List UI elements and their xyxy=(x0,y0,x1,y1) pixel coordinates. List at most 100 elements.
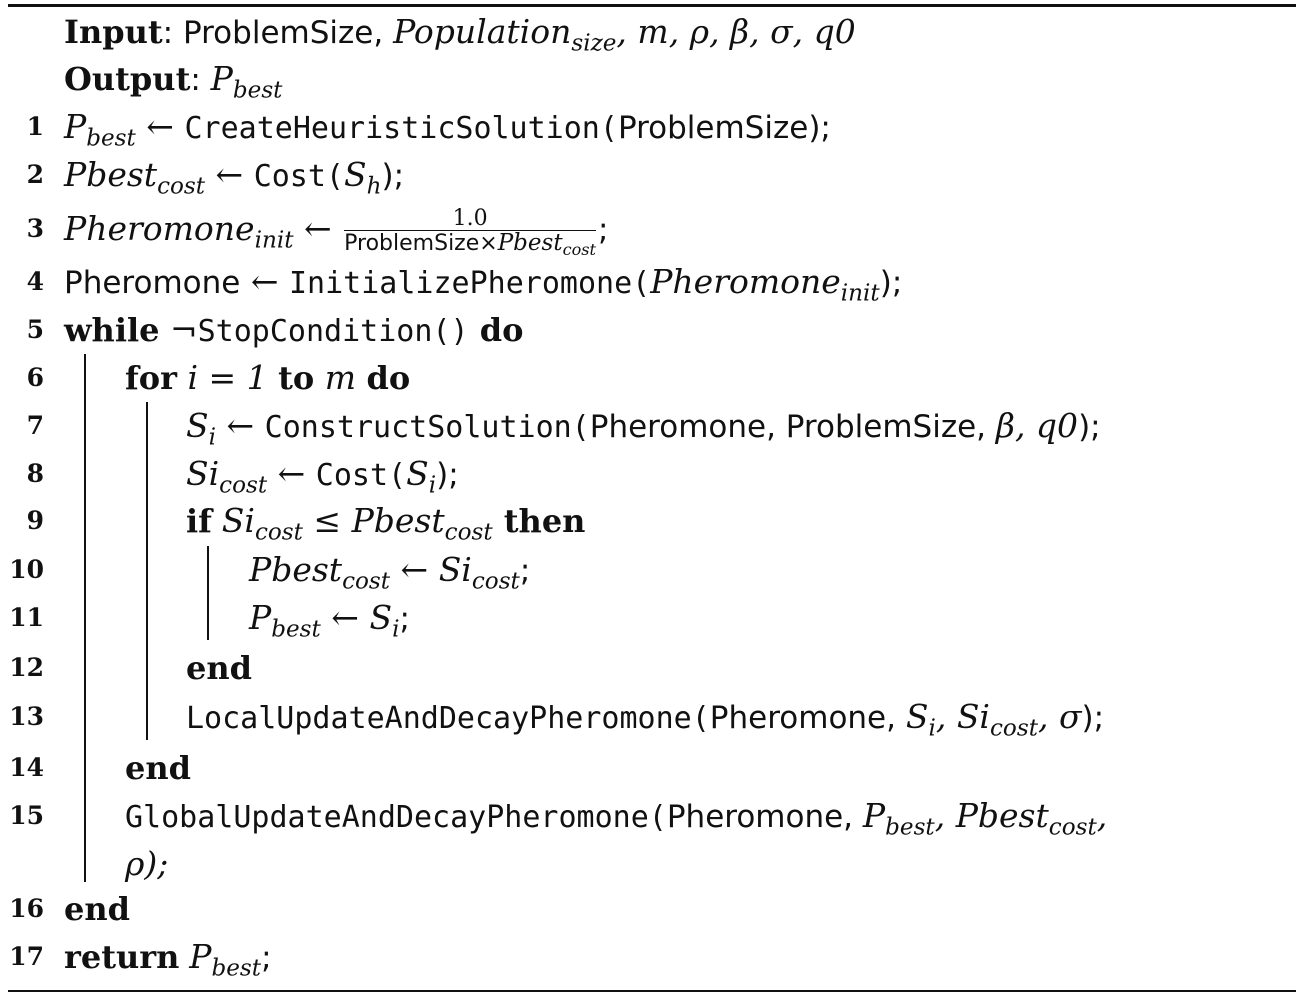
input-problem: ProblemSize, xyxy=(182,15,384,51)
keyword-do: do xyxy=(468,311,524,349)
statement-end: ; xyxy=(519,553,531,589)
argument-params: , σ xyxy=(1037,697,1082,736)
assign-arrow: ← xyxy=(135,107,185,146)
argument-params: β, q0 xyxy=(995,406,1079,445)
function-name: Cost( xyxy=(253,159,344,194)
statement-end: ; xyxy=(261,940,272,976)
function-name: LocalUpdateAndDecayPheromone( xyxy=(186,701,710,736)
assign-arrow: ← xyxy=(240,262,289,301)
statement-end: ); xyxy=(879,265,903,301)
keyword-end: end xyxy=(186,649,252,687)
input-label: Input xyxy=(64,13,163,51)
statement-end: ; xyxy=(399,601,410,637)
line-number: 17 xyxy=(9,942,44,971)
keyword-then: then xyxy=(492,502,586,540)
var: Pbest xyxy=(862,796,935,841)
var: Sicost xyxy=(186,454,268,499)
fraction-denominator: ProblemSize×Pbestcost xyxy=(344,230,596,260)
var: Pbest xyxy=(189,937,262,982)
keyword-end: end xyxy=(125,749,191,787)
input-params: , m, ρ, β, σ, q0 xyxy=(616,12,856,51)
assign-arrow: ← xyxy=(216,406,265,445)
keyword-while: while xyxy=(64,311,160,349)
fraction-numerator: 1.0 xyxy=(344,207,596,232)
argument: Pheromone, xyxy=(709,700,906,736)
loop-range: i = 1 xyxy=(176,358,279,397)
function-name: CreateHeuristicSolution( xyxy=(184,111,618,146)
keyword-return: return xyxy=(64,938,180,976)
line-number: 7 xyxy=(26,411,44,440)
output-colon: : xyxy=(190,62,201,98)
input-colon: : xyxy=(162,15,174,51)
line-number: 12 xyxy=(9,653,44,682)
argument: Pheromone, xyxy=(666,799,863,835)
function-name: StopCondition() xyxy=(197,314,469,349)
var: Sicost xyxy=(438,550,520,595)
var: Sicost xyxy=(956,697,1038,742)
var: Pheromone xyxy=(64,265,241,301)
line-number: 15 xyxy=(9,801,44,830)
comparison-op: ≤ xyxy=(302,501,352,540)
var: Pheromoneinit xyxy=(64,209,294,254)
var: Si xyxy=(905,697,936,742)
assign-arrow: ← xyxy=(390,550,439,589)
output-var: Pbest xyxy=(210,59,283,104)
var: Pbestcost xyxy=(249,550,391,595)
argument: Si xyxy=(406,454,437,499)
assign-arrow: ← xyxy=(267,454,316,493)
line-number: 10 xyxy=(9,555,44,584)
line-number: 14 xyxy=(9,753,44,782)
for-block-bar xyxy=(146,402,148,740)
function-name: Cost( xyxy=(315,458,407,493)
if-block-bar xyxy=(207,546,209,640)
output-label: Output xyxy=(64,60,191,98)
keyword-to: to xyxy=(278,359,315,397)
assign-arrow: ← xyxy=(293,209,343,248)
assign-arrow: ← xyxy=(205,155,254,194)
statement-end: ; xyxy=(598,212,609,248)
separator: , xyxy=(935,697,957,736)
var: Pbestcost xyxy=(351,501,493,546)
keyword-end: end xyxy=(64,890,130,928)
function-name: InitializePheromone( xyxy=(288,266,651,301)
statement-end: ); xyxy=(381,158,405,194)
line-number: 8 xyxy=(26,459,44,488)
fraction: 1.0 ProblemSize×Pbestcost xyxy=(344,207,596,260)
var: Pbestcost xyxy=(955,796,1097,841)
var: Pbest xyxy=(249,598,321,643)
var: Pbest xyxy=(64,107,136,152)
argument: Pheromoneinit xyxy=(650,262,880,307)
input-population: Populationsize xyxy=(393,12,617,57)
argument-continuation: ρ); xyxy=(125,844,169,883)
line-number: 13 xyxy=(9,702,44,731)
keyword-for: for xyxy=(125,359,177,397)
line-number: 4 xyxy=(26,267,44,296)
keyword-do: do xyxy=(366,359,411,397)
assign-arrow: ← xyxy=(320,598,370,637)
loop-bound: m xyxy=(314,358,367,397)
function-name: ConstructSolution( xyxy=(264,410,590,445)
separator: , xyxy=(1096,796,1108,835)
var: Si xyxy=(186,406,216,451)
line-number: 16 xyxy=(9,894,44,923)
bottom-rule xyxy=(8,990,1296,992)
argument: ProblemSize xyxy=(617,110,809,146)
line-number: 1 xyxy=(26,112,44,141)
statement-end: ); xyxy=(808,110,831,146)
negation: ¬ xyxy=(159,310,198,349)
argument: Pheromone, ProblemSize, xyxy=(589,409,996,445)
statement-end: ); xyxy=(1078,409,1101,445)
argument: Sh xyxy=(344,155,382,200)
line-number: 5 xyxy=(26,315,44,344)
line-number: 3 xyxy=(26,214,44,243)
statement-end: ); xyxy=(436,457,459,493)
var: Sicost xyxy=(221,501,303,546)
top-rule xyxy=(8,4,1296,7)
while-block-bar xyxy=(84,354,86,882)
statement-end: ); xyxy=(1081,700,1105,736)
function-name: GlobalUpdateAndDecayPheromone( xyxy=(125,800,667,835)
keyword-if: if xyxy=(186,502,212,540)
line-number: 11 xyxy=(9,603,44,632)
line-number: 6 xyxy=(26,363,44,392)
line-number: 2 xyxy=(26,160,44,189)
